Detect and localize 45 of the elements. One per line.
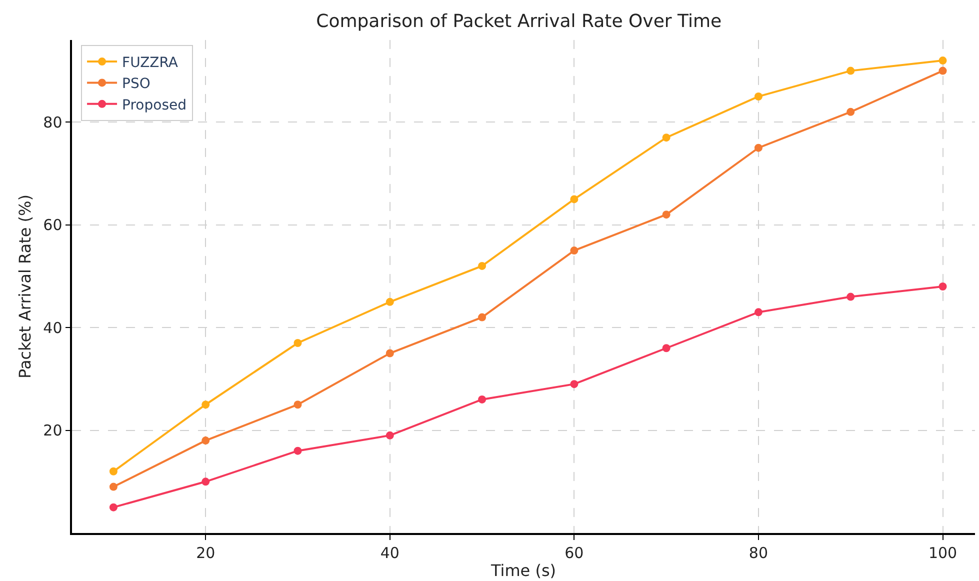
point — [846, 292, 855, 301]
legend-label: FUZZRA — [122, 54, 178, 71]
x-tick-label: 40 — [380, 544, 400, 562]
point — [202, 400, 210, 409]
point — [109, 482, 118, 491]
point — [754, 92, 762, 100]
x-tick-label: 20 — [196, 544, 216, 562]
point — [478, 313, 486, 322]
point — [478, 262, 486, 270]
point — [938, 56, 947, 65]
point — [570, 195, 578, 204]
point — [938, 282, 947, 290]
point — [109, 503, 118, 512]
point — [662, 210, 670, 219]
x-axis-title: Time (s) — [490, 560, 556, 580]
x-tick-label: 100 — [928, 544, 958, 562]
point — [570, 380, 578, 388]
point — [570, 246, 578, 255]
point — [294, 446, 302, 455]
point — [754, 144, 762, 152]
point — [478, 395, 486, 404]
point — [662, 134, 670, 142]
y-tick-label: 40 — [43, 318, 62, 337]
point — [386, 431, 394, 440]
point — [294, 338, 302, 347]
point — [294, 400, 302, 409]
point — [202, 436, 210, 445]
y-tick-label: 80 — [43, 113, 62, 132]
point — [662, 344, 670, 352]
y-tick-label: 20 — [43, 422, 62, 440]
point — [202, 478, 210, 486]
y-axis-title: Packet Arrival Rate (%) — [16, 194, 35, 378]
point — [846, 108, 855, 116]
legend-label: PSO — [122, 76, 150, 92]
x-tick-label: 60 — [564, 544, 584, 562]
point — [386, 298, 394, 306]
point — [846, 66, 855, 75]
point — [386, 349, 394, 358]
y-tick-label: 60 — [43, 216, 62, 234]
legend-label: Proposed — [122, 97, 186, 114]
chart-title: Comparison of Packet Arrival Rate Over Time — [316, 11, 722, 32]
point — [109, 467, 118, 476]
point — [938, 66, 947, 75]
x-tick-label: 80 — [748, 544, 768, 562]
point — [754, 308, 762, 316]
